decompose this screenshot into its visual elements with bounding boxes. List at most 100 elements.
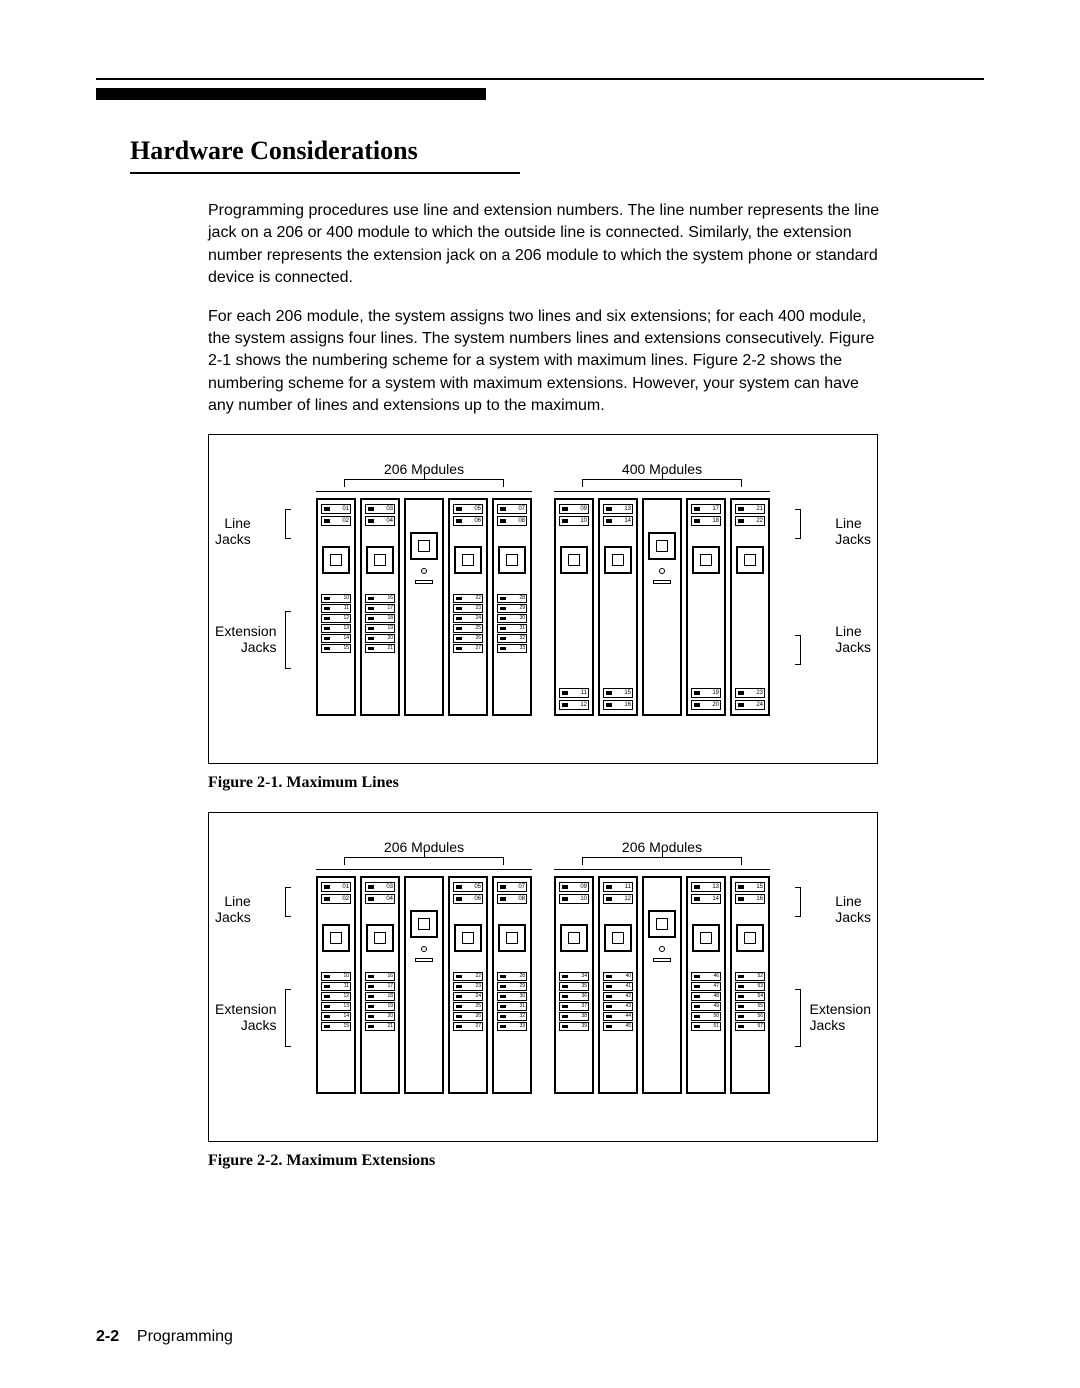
extension-jack: 56 [735,1012,765,1021]
module-400: 17 18 19 20 [686,498,726,716]
module-206: 01 02 101112131415 [316,498,356,716]
extension-jack: 51 [691,1022,721,1031]
line-jack: 19 [691,688,721,698]
line-jack: 04 [365,516,395,526]
line-jack: 02 [321,894,351,904]
line-jack: 05 [453,882,483,892]
port-icon [415,958,433,962]
line-jack: 17 [691,504,721,514]
line-jack-pair: 05 06 [453,882,483,904]
module-206: 03 04 161718192021 [360,876,400,1094]
extension-jack: 44 [603,1012,633,1021]
module-slot-icon [454,546,482,574]
module-slot-icon [410,910,438,938]
section-heading: Hardware Considerations [130,136,520,174]
extension-jack: 13 [321,624,351,633]
extension-jack: 43 [603,1002,633,1011]
module-400: 13 14 15 16 [598,498,638,716]
bracket-icon [795,989,801,1047]
module-slot-icon [736,924,764,952]
bracket-icon [285,887,291,917]
figure-1-caption: Figure 2-1. Maximum Lines [208,774,878,792]
extension-jack-stack: 525354555657 [735,972,765,1031]
module-slot-icon [692,924,720,952]
extension-jack: 34 [559,972,589,981]
extension-jack: 30 [497,614,527,623]
port-icon [653,580,671,584]
line-jack-pair: 05 06 [453,504,483,526]
extension-jack: 36 [559,992,589,1001]
line-jack-pair: 17 18 [691,504,721,526]
processor-module [642,498,682,716]
bracket-icon [285,509,291,539]
bracket-icon [795,509,801,539]
extension-jack: 29 [497,982,527,991]
module-400: 21 22 23 24 [730,498,770,716]
line-jack: 05 [453,504,483,514]
module-slot-icon [366,924,394,952]
figure-2: Line Jacks Extension Jacks Line Jacks Ex… [208,812,878,1170]
extension-jack: 24 [453,992,483,1001]
line-jack-pair: 09 10 [559,882,589,904]
extension-jack: 29 [497,604,527,613]
rack: 01 02 101112131415 03 04 161718192021 05… [316,491,532,716]
line-jack-pair: 11 12 [603,882,633,904]
extension-jack: 35 [559,982,589,991]
line-jack-pair: 07 08 [497,504,527,526]
extension-jack: 49 [691,1002,721,1011]
line-jack-pair: 01 02 [321,882,351,904]
extension-jack-stack: 161718192021 [365,594,395,653]
bracket-icon [344,479,504,487]
figure-1-frame: Line Jacks Extension Jacks Line Jacks Li… [208,434,878,764]
extension-jack-stack: 161718192021 [365,972,395,1031]
line-jack: 10 [559,516,589,526]
page-number: 2-2 [96,1328,119,1345]
line-jack-pair: 11 12 [559,688,589,710]
extension-jack: 25 [453,624,483,633]
rack-group: 400 Modules 09 10 11 12 13 14 15 16 17 1… [554,461,770,716]
extension-jack: 26 [453,1012,483,1021]
module-206: 13 14 464748495051 [686,876,726,1094]
line-jack: 11 [603,882,633,892]
extension-jack: 28 [497,594,527,603]
fig1-label-line-jacks-r2: Line Jacks [835,623,871,657]
extension-jack: 14 [321,1012,351,1021]
extension-jack: 19 [365,1002,395,1011]
module-206: 05 06 222324252627 [448,498,488,716]
extension-jack: 22 [453,594,483,603]
module-slot-icon [648,532,676,560]
bracket-icon [795,635,801,665]
extension-jack-stack: 404142434445 [603,972,633,1031]
module-slot-icon [560,546,588,574]
line-jack: 08 [497,516,527,526]
processor-module [404,876,444,1094]
extension-jack: 31 [497,1002,527,1011]
rack-group: 206 Modules 01 02 101112131415 03 04 161… [316,461,532,716]
line-jack: 15 [603,688,633,698]
extension-jack: 24 [453,614,483,623]
extension-jack: 15 [321,1022,351,1031]
extension-jack: 55 [735,1002,765,1011]
figure-2-row: 206 Modules 01 02 101112131415 03 04 161… [227,839,859,1094]
module-206: 03 04 161718192021 [360,498,400,716]
module-206: 01 02 101112131415 [316,876,356,1094]
extension-jack: 33 [497,644,527,653]
extension-jack-stack: 101112131415 [321,594,351,653]
line-jack: 14 [603,516,633,526]
page-footer: 2-2 Programming [96,1328,233,1346]
line-jack: 09 [559,504,589,514]
line-jack-pair: 19 20 [691,688,721,710]
extension-jack: 30 [497,992,527,1001]
line-jack-pair: 09 10 [559,504,589,526]
extension-jack: 11 [321,982,351,991]
rack-group: 206 Modules 01 02 101112131415 03 04 161… [316,839,532,1094]
line-jack-pair: 13 14 [603,504,633,526]
extension-jack: 27 [453,1022,483,1031]
extension-jack: 47 [691,982,721,991]
module-206: 11 12 404142434445 [598,876,638,1094]
rack: 01 02 101112131415 03 04 161718192021 05… [316,869,532,1094]
extension-jack: 53 [735,982,765,991]
line-jack: 22 [735,516,765,526]
extension-jack-stack: 222324252627 [453,594,483,653]
extension-jack: 13 [321,1002,351,1011]
